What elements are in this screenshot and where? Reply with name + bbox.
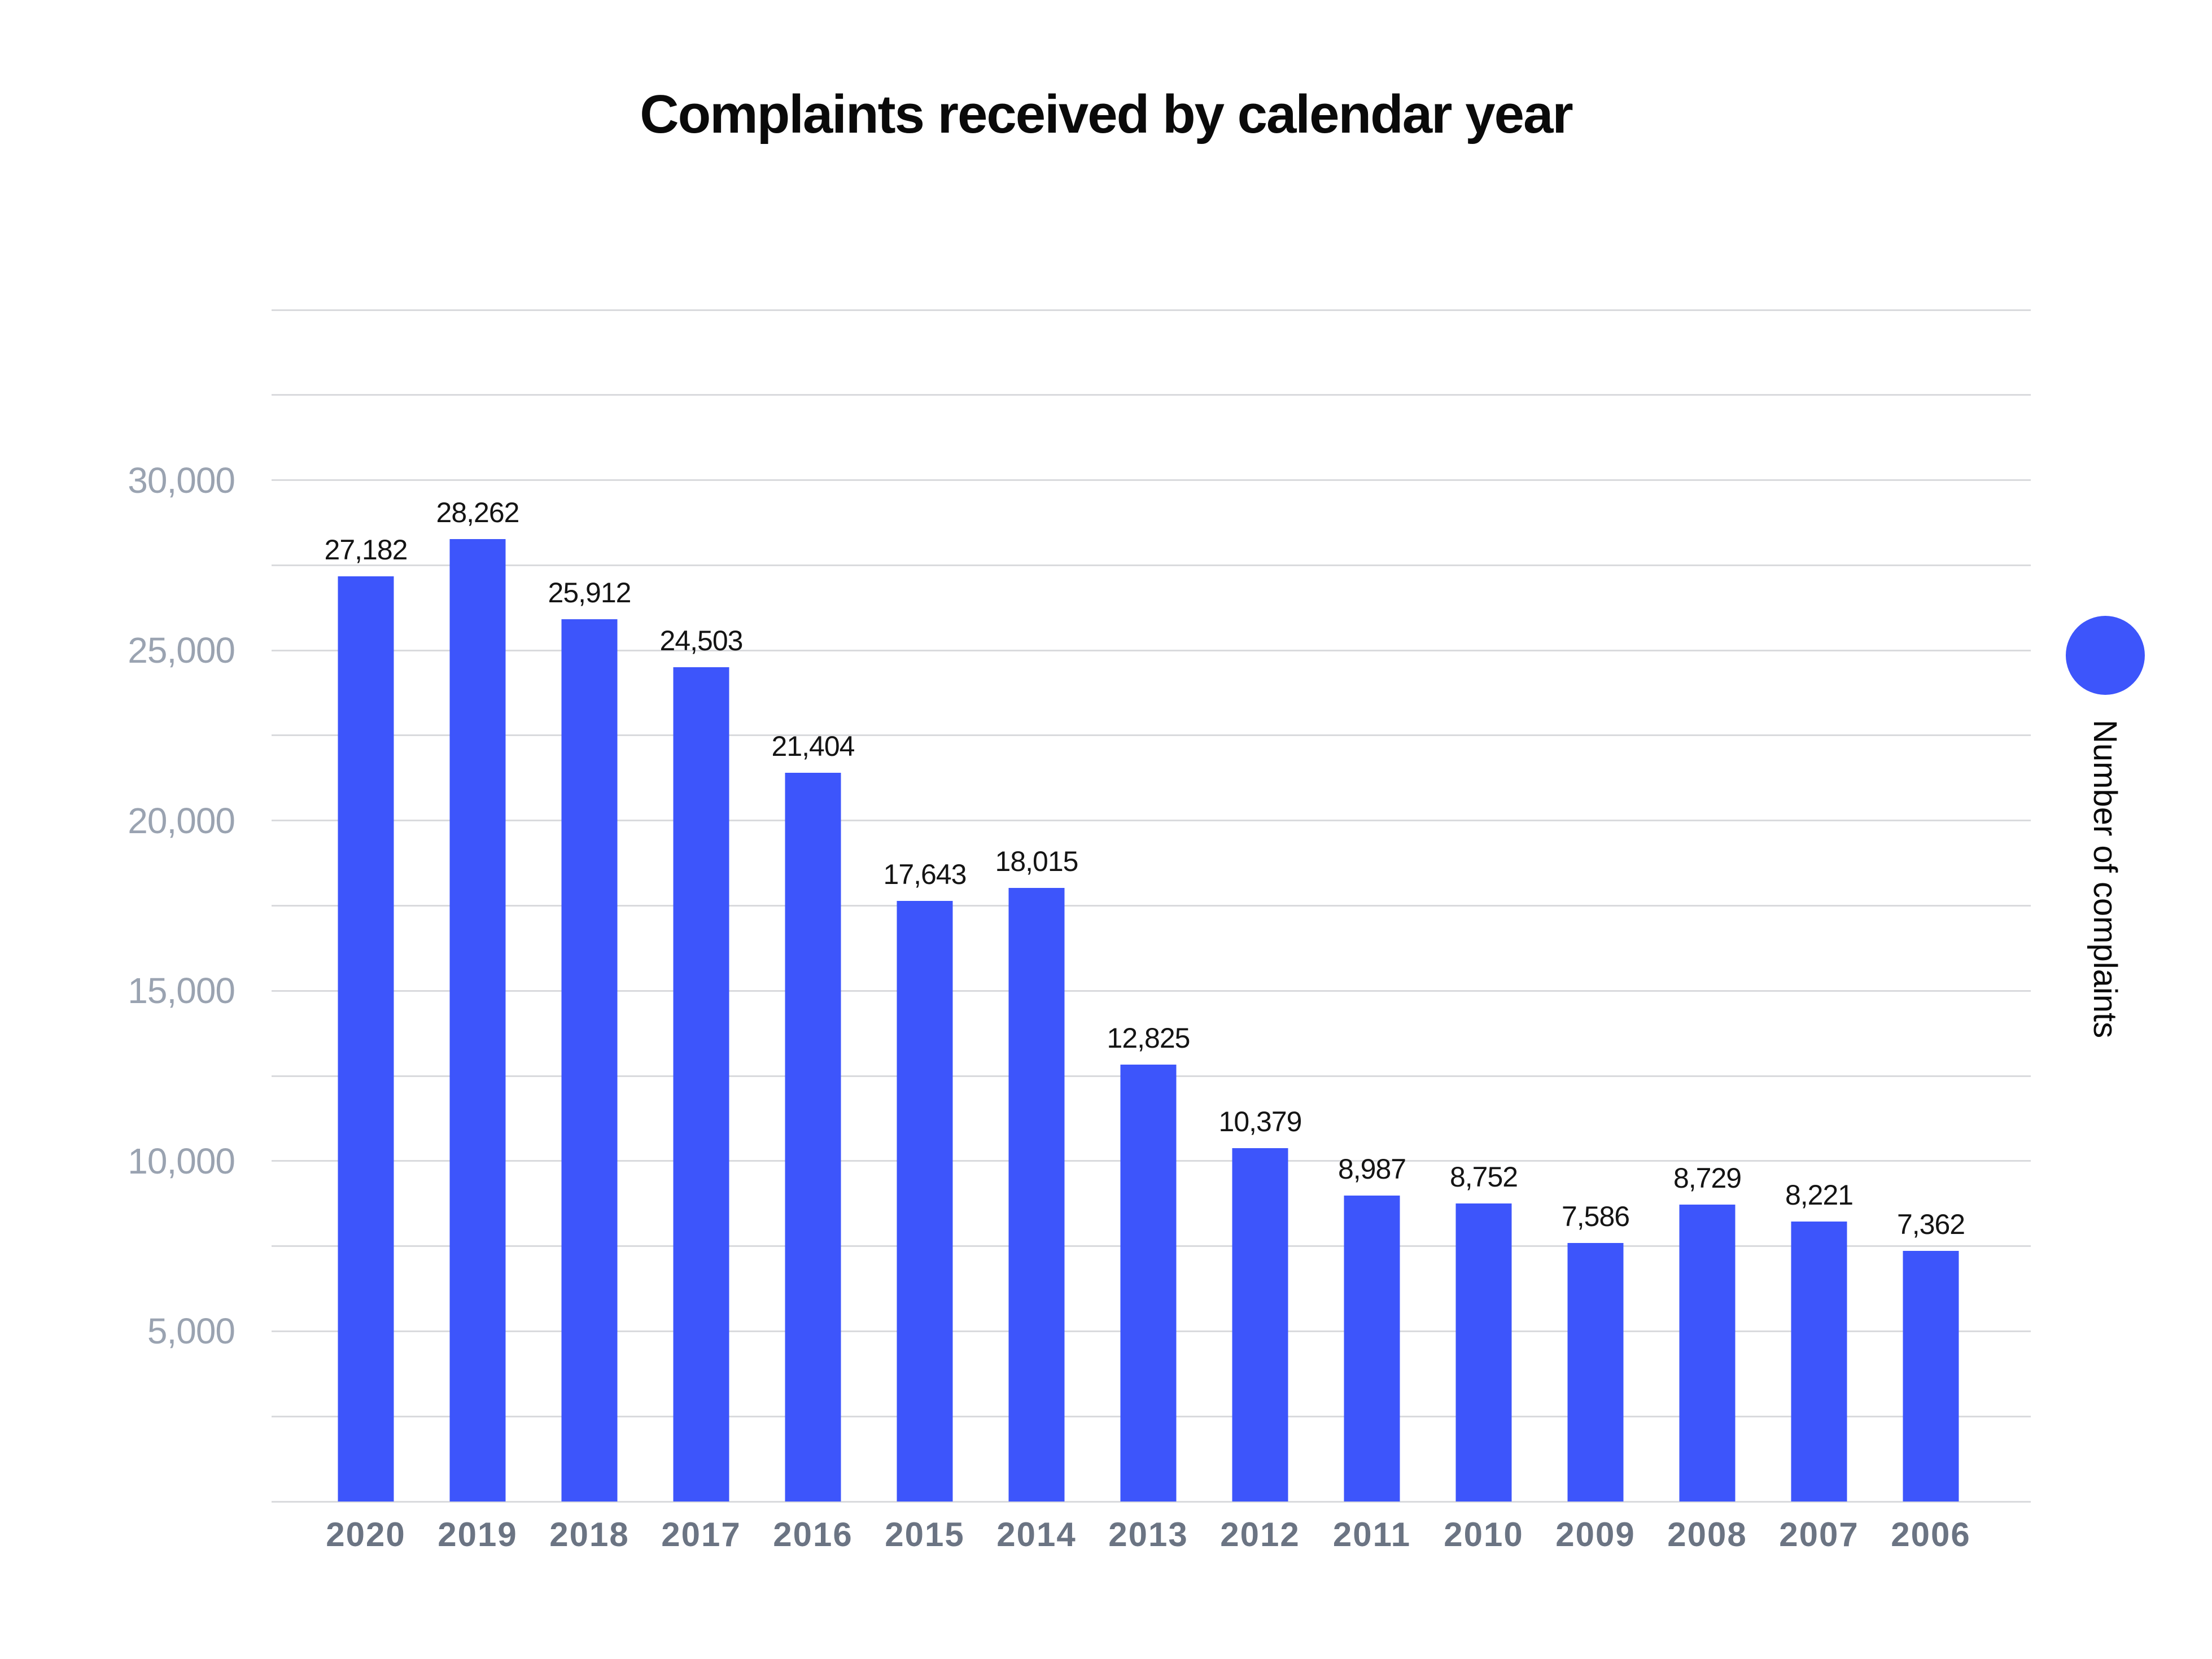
bar-2012 [1232,1148,1288,1502]
x-tick-label-2016: 2016 [773,1515,853,1553]
bar-slot: 8,987 [1316,310,1428,1502]
bar-2010 [1455,1203,1512,1502]
bar-value-label: 10,379 [1218,1106,1302,1137]
bar-2013 [1120,1065,1177,1502]
bar-value-label: 7,586 [1561,1201,1630,1233]
x-tick-label-2006: 2006 [1891,1515,1971,1553]
bars-band: 27,182 28,262 25,912 24,503 21,404 17,643 18,0… [310,310,1987,1502]
x-tick-label-2012: 2012 [1220,1515,1300,1553]
bar-slot: 7,586 [1540,310,1651,1502]
gridline [272,649,2031,651]
bar-slot: 28,262 [422,310,534,1502]
bar-value-label: 8,729 [1673,1162,1742,1194]
bar-value-label: 8,221 [1785,1179,1853,1211]
gridline [272,309,2031,311]
bar-value-label: 28,262 [436,497,520,529]
gridline [272,479,2031,481]
bar-value-label: 7,362 [1896,1208,1965,1240]
x-tick-label-2010: 2010 [1444,1515,1524,1553]
bar-value-label: 8,987 [1337,1153,1406,1185]
legend-label: Number of complaints [2087,720,2123,1039]
y-tick-label: 30,000 [128,459,235,501]
y-axis: 5,000 10,000 15,000 20,000 25,000 30,000 [0,310,248,1502]
bar-value-label: 24,503 [659,625,744,657]
x-tick-label-2007: 2007 [1779,1515,1859,1553]
bar-value-label: 17,643 [883,858,967,890]
bar-2011 [1344,1195,1400,1502]
gridline [272,564,2031,566]
x-tick-label-2008: 2008 [1667,1515,1747,1553]
bar-2019 [449,539,506,1502]
gridline [272,394,2031,396]
bar-slot: 12,825 [1092,310,1204,1502]
bar-2014 [1008,888,1065,1502]
bar-slot: 18,015 [981,310,1092,1502]
bar-2020 [338,576,394,1502]
x-tick-label-2009: 2009 [1555,1515,1636,1553]
gridline [272,905,2031,907]
x-tick-label-2015: 2015 [885,1515,965,1553]
x-tick-label-2014: 2014 [996,1515,1077,1553]
bar-slot: 17,643 [869,310,981,1502]
x-axis: 2020 2019 2018 2017 2016 2015 2014 2013 2012 2011… [310,1512,1987,1557]
bar-value-label: 27,182 [324,533,408,566]
gridline [272,990,2031,992]
bar-2009 [1567,1243,1624,1502]
bar-value-label: 12,825 [1107,1022,1191,1054]
gridline [272,820,2031,822]
bar-slot: 10,379 [1204,310,1316,1502]
y-tick-label: 15,000 [128,970,235,1012]
bar-slot: 8,752 [1428,310,1540,1502]
x-axis-baseline [272,1500,2031,1503]
x-tick-label-2013: 2013 [1108,1515,1188,1553]
bar-2008 [1679,1204,1735,1502]
bar-slot: 8,221 [1763,310,1875,1502]
bar-2017 [673,667,729,1502]
legend: Number of complaints [2055,612,2179,1149]
x-tick-label-2019: 2019 [438,1515,518,1553]
bar-value-label: 8,752 [1449,1161,1518,1193]
y-tick-label: 5,000 [147,1311,235,1352]
y-tick-label: 25,000 [128,630,235,671]
bar-value-label: 25,912 [548,577,632,609]
bar-slot: 24,503 [645,310,757,1502]
y-tick-label: 20,000 [128,800,235,841]
bar-slot: 8,729 [1651,310,1763,1502]
bar-value-label: 18,015 [995,846,1079,878]
x-tick-label-2017: 2017 [661,1515,741,1553]
bar-2006 [1903,1250,1959,1502]
x-tick-label-2011: 2011 [1332,1515,1411,1553]
bar-2015 [897,900,953,1502]
bar-slot: 21,404 [757,310,869,1502]
bar-slot: 25,912 [534,310,645,1502]
x-tick-label-2020: 2020 [326,1515,406,1553]
bar-slot: 7,362 [1875,310,1987,1502]
gridline [272,734,2031,737]
bar-slot: 27,182 [310,310,422,1502]
bar-2007 [1791,1222,1847,1502]
x-tick-label-2018: 2018 [549,1515,629,1553]
bar-value-label: 21,404 [771,730,855,763]
bar-2018 [561,619,618,1502]
legend-swatch-circle [2066,616,2145,695]
bar-2016 [785,773,841,1502]
y-tick-label: 10,000 [128,1140,235,1181]
chart-title: Complaints received by calendar year [640,84,1573,145]
